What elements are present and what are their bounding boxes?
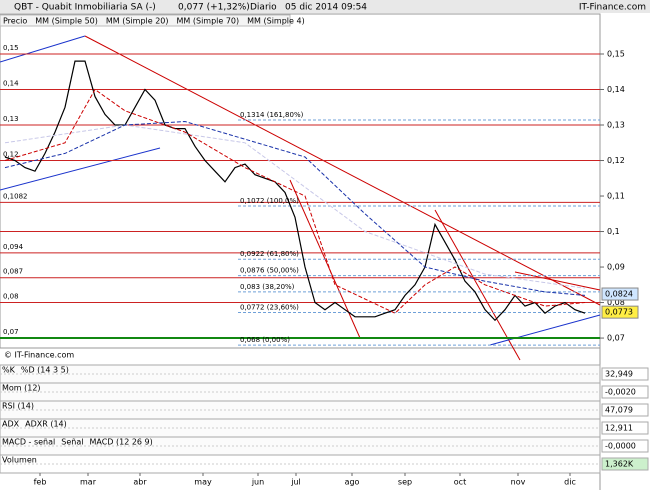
indicator-value-box xyxy=(601,403,649,417)
date: 05 dic 2014 09:54 xyxy=(285,3,367,13)
legend-entry: MM (Simple 4) xyxy=(247,17,305,26)
y-tick-label: 0,1 xyxy=(607,227,620,236)
indicator-value-box xyxy=(601,439,649,453)
x-tick-label: may xyxy=(194,478,212,487)
fib-label: 0,068 (0,00%) xyxy=(240,336,290,344)
fib-label: 0,0922 (61,80%) xyxy=(240,250,299,258)
indicator-value: 32,949 xyxy=(605,370,633,379)
x-tick-label: jul xyxy=(290,478,301,487)
indicator-label: ADX xyxy=(2,420,20,429)
x-tick-label: dic xyxy=(564,478,576,487)
x-tick-label: abr xyxy=(133,478,147,487)
indicator-label: MACD - señal xyxy=(2,438,55,447)
brand: IT-Finance.com xyxy=(579,3,646,13)
indicator-value: -0,0000 xyxy=(605,442,636,451)
quote: 0,077 (+1,32%) xyxy=(178,3,250,13)
legend-entry: Precio xyxy=(3,17,27,26)
level-label: 0,12 xyxy=(3,151,19,159)
x-tick-label: oct xyxy=(454,478,466,487)
fib-label: 0,0772 (23,60%) xyxy=(240,303,299,311)
moving-average xyxy=(4,124,586,289)
price-marker xyxy=(601,305,639,319)
indicator-value-box xyxy=(601,421,649,435)
y-tick-label: 0,08 xyxy=(607,298,625,307)
level-label: 0,1082 xyxy=(3,192,28,200)
indicator-label: MACD (12 26 9) xyxy=(89,438,152,447)
y-tick-label: 0,15 xyxy=(607,49,625,58)
indicator-label: Mom (12) xyxy=(2,384,41,393)
level-label: 0,094 xyxy=(3,243,24,251)
price-marker-label: 0,0773 xyxy=(605,308,633,317)
trend-line xyxy=(514,271,601,291)
level-label: 0,15 xyxy=(3,44,19,52)
level-label: 0,08 xyxy=(3,293,19,301)
copyright: © IT-Finance.com xyxy=(4,351,74,360)
x-tick-label: nov xyxy=(511,478,526,487)
legend-entry: MM (Simple 70) xyxy=(177,17,240,26)
period: Diario xyxy=(250,3,277,13)
indicator-label: RSI (14) xyxy=(2,402,34,411)
x-tick-label: mar xyxy=(80,478,97,487)
chart-title: QBT - Quabit Inmobiliaria SA (-) xyxy=(14,3,156,13)
title-bar xyxy=(0,0,650,13)
trend-line xyxy=(84,35,601,306)
indicator-value: 47,079 xyxy=(605,406,633,415)
fib-label: 0,1072 (100,0%) xyxy=(240,197,299,205)
y-tick-label: 0,11 xyxy=(607,192,625,201)
price-marker xyxy=(601,287,639,301)
level-label: 0,07 xyxy=(3,328,19,336)
y-tick-label: 0,13 xyxy=(607,121,625,130)
indicator-value-box xyxy=(601,385,649,399)
indicator-label: ADXR (14) xyxy=(25,420,67,429)
indicator-value-box xyxy=(601,457,649,471)
fib-label: 0,1314 (161,80%) xyxy=(240,111,304,119)
x-tick-label: sep xyxy=(398,478,412,487)
fib-label: 0,083 (38,20%) xyxy=(240,283,295,291)
y-tick-label: 0,14 xyxy=(607,85,625,94)
y-tick-label: 0,07 xyxy=(607,334,625,343)
indicator-value: 1,362K xyxy=(605,460,634,469)
indicator-label: %K xyxy=(2,366,16,375)
trend-line xyxy=(434,209,521,361)
legend-entry: MM (Simple 50) xyxy=(35,17,98,26)
indicator-label: %D (14 3 5) xyxy=(21,366,69,375)
legend-entry: MM (Simple 20) xyxy=(106,17,169,26)
indicator-value: -0,0020 xyxy=(605,388,636,397)
level-label: 0,14 xyxy=(3,80,19,88)
indicator-value-box xyxy=(601,367,649,381)
price-line xyxy=(4,60,586,322)
moving-average xyxy=(4,120,586,296)
moving-average xyxy=(4,88,586,314)
y-tick-label: 0,12 xyxy=(607,156,625,165)
level-label: 0,13 xyxy=(3,115,19,123)
indicator-label: Señal xyxy=(61,438,83,447)
x-tick-label: ago xyxy=(345,478,360,487)
fib-label: 0,0876 (50,00%) xyxy=(240,267,299,275)
trend-line xyxy=(0,147,161,191)
indicator-label: Volumen xyxy=(2,456,37,465)
x-tick-label: feb xyxy=(34,478,47,487)
indicator-value: 12,911 xyxy=(605,424,633,433)
trend-line xyxy=(0,35,86,63)
x-tick-label: jun xyxy=(251,478,264,487)
level-label: 0,087 xyxy=(3,268,23,276)
trend-line xyxy=(489,314,601,346)
legend-box xyxy=(0,14,291,27)
price-marker-label: 0,0824 xyxy=(605,290,633,299)
y-tick-label: 0,09 xyxy=(607,263,625,272)
